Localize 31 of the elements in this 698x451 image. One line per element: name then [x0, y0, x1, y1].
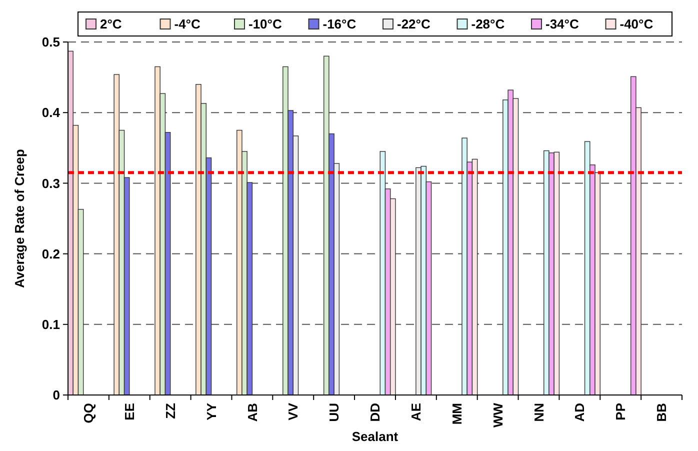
y-tick-label: 0 — [52, 388, 60, 403]
x-tick-label: WW — [490, 402, 506, 428]
x-tick-label: MM — [449, 403, 464, 425]
x-tick-label: UU — [326, 403, 342, 422]
legend-label: -28°C — [471, 16, 506, 32]
x-tick-label: AE — [408, 402, 424, 422]
x-tick-label: AB — [244, 403, 260, 422]
legend-label: -16°C — [322, 16, 357, 32]
x-tick-label: AD — [572, 403, 588, 422]
legend-label: -34°C — [546, 16, 580, 32]
x-tick-label: EE — [122, 402, 137, 420]
x-tick-label: ZZ — [162, 402, 178, 419]
legend-label: -10°C — [248, 16, 282, 32]
y-tick-label: 0.5 — [42, 34, 60, 50]
x-tick-label: BB — [654, 403, 670, 422]
x-tick-label: YY — [204, 402, 219, 420]
legend-label: -22°C — [397, 16, 431, 32]
y-tick-label: 0.3 — [42, 176, 60, 191]
x-tick-label: DD — [368, 403, 383, 422]
y-axis-title: Average Rate of Creep — [12, 148, 27, 288]
x-tick-label: PP — [613, 402, 628, 420]
x-axis-title: Sealant — [352, 429, 399, 444]
legend-label: -4°C — [174, 16, 202, 32]
y-tick-label: 0.4 — [42, 105, 61, 120]
x-tick-label: NN — [531, 403, 546, 422]
x-tick-label: VV — [286, 402, 301, 420]
y-tick-label: 0.2 — [42, 246, 60, 262]
legend-label: -40°C — [620, 16, 654, 32]
y-tick-label: 0.1 — [42, 316, 60, 332]
legend-label: 2°C — [100, 16, 122, 32]
x-tick-label: QQ — [81, 403, 96, 424]
